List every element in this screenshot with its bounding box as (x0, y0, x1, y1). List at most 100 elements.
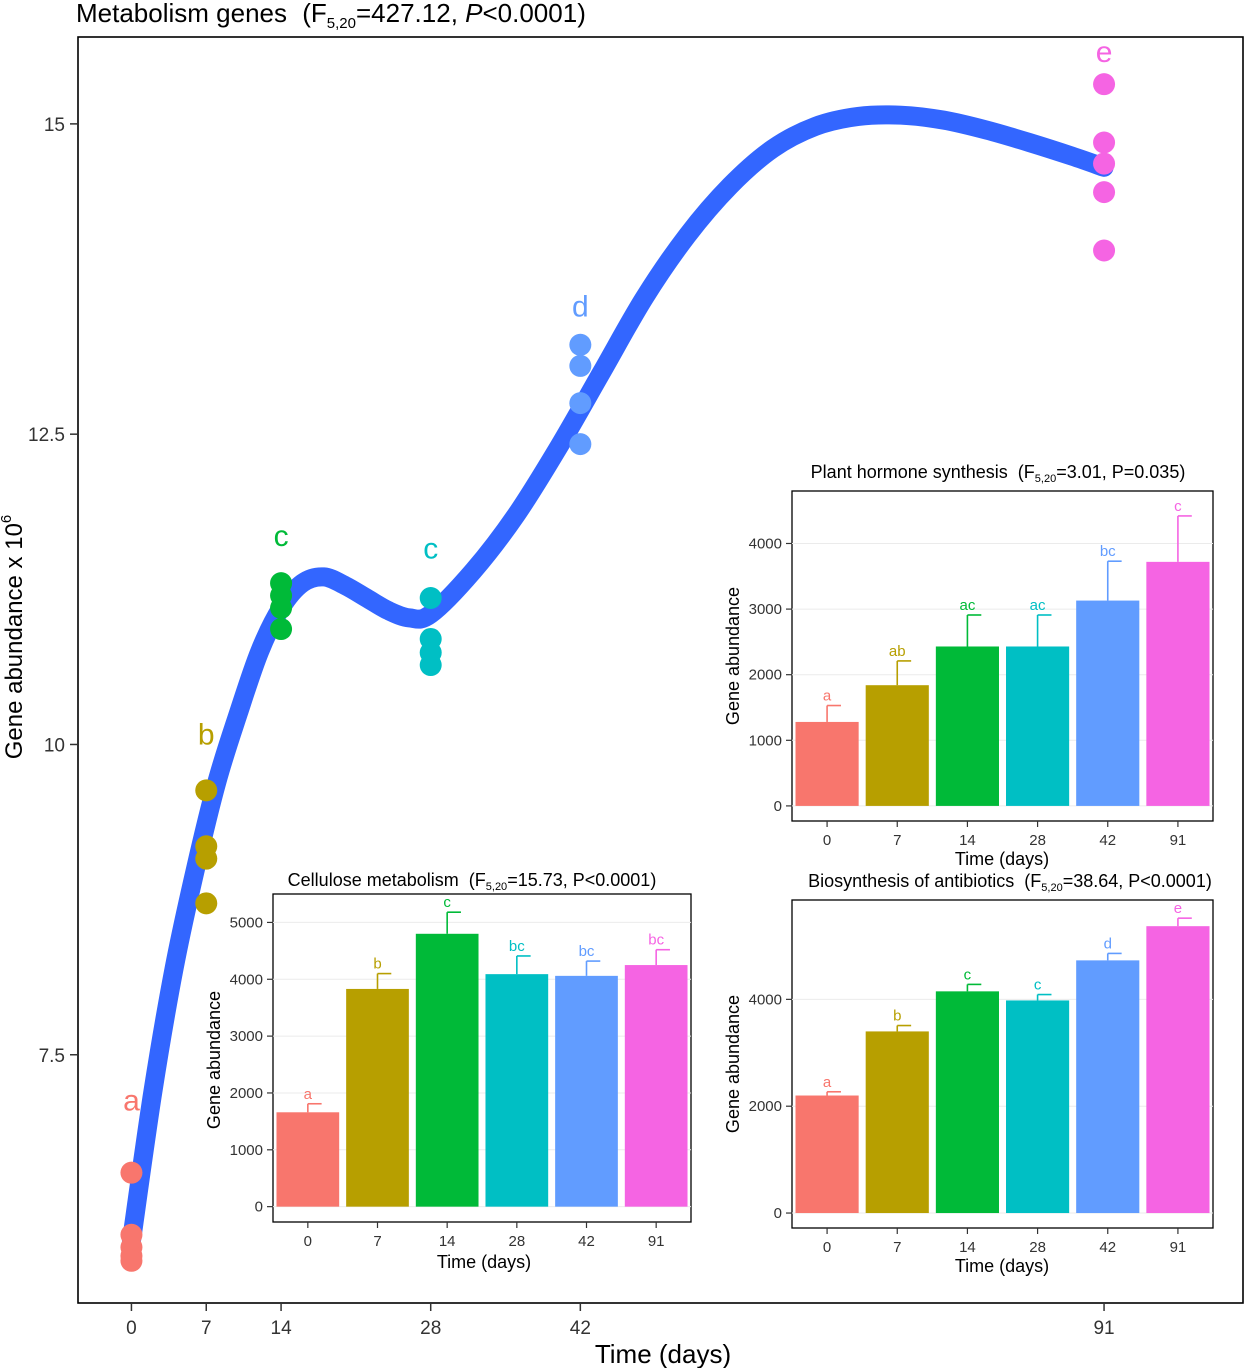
inset-significance-letter: ac (1030, 597, 1046, 614)
inset-significance-letter: b (373, 956, 381, 973)
inset-hormone-title: Plant hormone synthesis (F5,20=3.01, P=0… (811, 462, 1186, 485)
main-chart-title: Metabolism genes (F5,20=427.12, P<0.0001… (76, 0, 586, 32)
main-y-tick-label: 10 (44, 735, 65, 756)
inset-antibiotics-bars: a b c c d e (795, 900, 1210, 1214)
main-x-tick-label: 28 (420, 1318, 441, 1339)
inset-bar (1146, 926, 1210, 1214)
inset-y-tick-label: 0 (255, 1199, 263, 1216)
main-data-point (419, 587, 442, 610)
main-title-stat-lead: (F (302, 0, 327, 28)
inset-hormone-x-label: Time (days) (955, 849, 1049, 869)
inset-x-tick-label: 42 (1099, 832, 1116, 849)
main-data-point (1093, 73, 1116, 96)
inset-y-tick-label: 4000 (749, 991, 782, 1008)
inset-cellulose-panel (272, 893, 692, 1223)
main-x-axis-label: Time (days) (595, 1339, 731, 1368)
inset-y-tick-label: 3000 (749, 601, 782, 618)
main-significance-letter: d (572, 290, 589, 323)
inset-x-tick-label: 91 (1170, 832, 1187, 849)
main-title-p-value: <0.0001) (482, 0, 585, 28)
inset-significance-letter: a (823, 1074, 832, 1091)
inset-y-tick-label: 2000 (749, 667, 782, 684)
main-letters-layer: abc cde (123, 36, 1112, 1118)
main-data-point (569, 433, 592, 456)
inset-bar (935, 646, 999, 806)
inset-bar (1146, 561, 1210, 806)
main-data-point (120, 1249, 143, 1272)
inset-x-tick-label: 28 (1029, 832, 1046, 849)
inset-significance-letter: bc (648, 932, 664, 949)
main-data-point (195, 892, 218, 915)
inset-antibiotics-grid (792, 998, 1213, 1214)
main-x-tick-label: 0 (126, 1318, 137, 1339)
inset-hormone-chart: Plant hormone synthesis (F5,20=3.01, P=0… (723, 462, 1214, 869)
inset-x-tick-label: 7 (893, 1239, 901, 1256)
main-data-point (569, 354, 592, 377)
main-data-point (1093, 131, 1116, 154)
main-significance-letter: b (198, 718, 215, 751)
inset-y-tick-label: 1000 (230, 1142, 263, 1159)
main-data-point (569, 333, 592, 356)
inset-antibiotics-y-axis: 0 2000 4000 (749, 991, 792, 1222)
main-data-point (120, 1161, 143, 1184)
inset-bar (485, 974, 549, 1207)
inset-antibiotics-chart: Biosynthesis of antibiotics (F5,20=38.64… (723, 871, 1214, 1276)
inset-x-tick-label: 14 (959, 1239, 976, 1256)
inset-cellulose-stat-sub: 5,20 (486, 881, 507, 893)
main-y-tick-label: 15 (44, 115, 65, 136)
main-significance-letter: c (274, 520, 289, 553)
main-x-tick-label: 91 (1093, 1318, 1114, 1339)
main-y-axis: 7.5 10 12.5 15 (28, 115, 78, 1067)
inset-x-tick-label: 0 (823, 832, 831, 849)
inset-significance-letter: c (964, 966, 972, 983)
main-x-axis: 0 7 14 28 42 91 (126, 1303, 1115, 1339)
inset-bar (1006, 646, 1070, 806)
inset-x-tick-label: 28 (1029, 1239, 1046, 1256)
main-data-point (1093, 239, 1116, 262)
inset-cellulose-stat-rest: =15.73, P<0.0001) (507, 870, 656, 890)
inset-significance-letter: a (823, 688, 832, 705)
main-title-p-label: P (465, 0, 483, 28)
main-x-tick-label: 7 (201, 1318, 212, 1339)
inset-bar (865, 1031, 929, 1214)
main-data-point (270, 596, 293, 619)
inset-y-tick-label: 2000 (749, 1098, 782, 1115)
inset-y-tick-label: 0 (774, 798, 782, 815)
inset-significance-letter: c (443, 894, 451, 911)
inset-antibiotics-x-axis: 0 7 14 28 42 91 (823, 1228, 1186, 1256)
inset-antibiotics-stat-rest: =38.64, P<0.0001) (1063, 871, 1212, 891)
inset-hormone-stat-lead: (F (1018, 462, 1035, 482)
inset-bar (555, 975, 618, 1207)
inset-bar (1006, 1000, 1070, 1214)
inset-cellulose-x-label: Time (days) (437, 1252, 531, 1272)
inset-significance-letter: c (1034, 977, 1042, 994)
inset-antibiotics-stat-sub: 5,20 (1041, 882, 1062, 894)
inset-bar (795, 1095, 859, 1214)
inset-y-tick-label: 2000 (230, 1085, 263, 1102)
inset-significance-letter: a (304, 1086, 313, 1103)
inset-significance-letter: bc (579, 943, 595, 960)
inset-significance-letter: d (1104, 935, 1112, 952)
inset-antibiotics-x-label: Time (days) (955, 1256, 1049, 1276)
inset-bar (624, 965, 688, 1207)
inset-cellulose-title: Cellulose metabolism (F5,20=15.73, P<0.0… (288, 870, 657, 893)
main-significance-letter: a (123, 1085, 140, 1118)
main-significance-letter: e (1096, 36, 1113, 69)
inset-significance-letter: bc (509, 938, 525, 955)
inset-cellulose-stat-lead: (F (469, 870, 486, 890)
inset-cellulose-title-name: Cellulose metabolism (288, 870, 459, 890)
main-y-tick-label: 7.5 (39, 1046, 65, 1067)
inset-bar (935, 991, 999, 1214)
main-x-tick-label: 14 (271, 1318, 293, 1339)
inset-hormone-y-label: Gene abundance (723, 587, 743, 725)
inset-x-tick-label: 0 (304, 1233, 312, 1250)
inset-hormone-grid (792, 542, 1213, 807)
inset-significance-letter: b (893, 1008, 901, 1025)
inset-cellulose-x-axis: 0 7 14 28 42 91 (304, 1222, 665, 1250)
inset-bar (1076, 960, 1140, 1214)
main-data-point (1093, 152, 1116, 175)
inset-x-tick-label: 0 (823, 1239, 831, 1256)
inset-antibiotics-title: Biosynthesis of antibiotics (F5,20=38.64… (808, 871, 1212, 894)
main-x-tick-label: 42 (570, 1318, 591, 1339)
inset-antibiotics-panel (791, 899, 1214, 1229)
